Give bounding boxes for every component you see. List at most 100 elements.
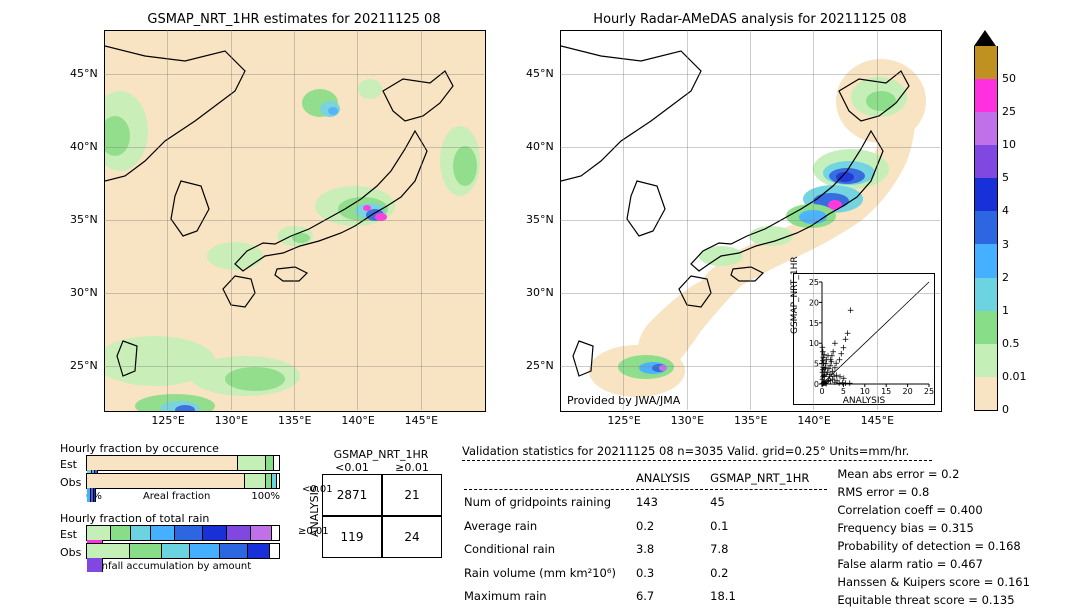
- right-map-title: Hourly Radar-AMeDAS analysis for 2021112…: [560, 12, 940, 27]
- right-map-panel: Hourly Radar-AMeDAS analysis for 2021112…: [560, 30, 942, 412]
- inset-ylabel: GSMAP_NRT_1HR: [790, 256, 800, 334]
- grid-h: [104, 366, 484, 367]
- colorbar-cell: [974, 178, 998, 211]
- grid-h: [560, 74, 940, 75]
- val-stat-line: False alarm ratio = 0.467: [837, 555, 1030, 573]
- fraction-total: Hourly fraction of total rain Est Obs Ra…: [60, 512, 280, 572]
- fraction-occurrence-title: Hourly fraction by occurence: [60, 442, 280, 455]
- colorbar-cell: [974, 278, 998, 311]
- val-cell: 6.7: [636, 585, 708, 607]
- grid-h: [104, 220, 484, 221]
- frac-occ-axis-2: 100%: [251, 491, 280, 502]
- xtick-label: 130°E: [215, 414, 248, 427]
- grid-h: [104, 74, 484, 75]
- ct-row-1: ≥0.01: [298, 526, 329, 537]
- colorbar-cell: [974, 344, 998, 377]
- validation-stats: Validation statistics for 20211125 08 n=…: [462, 444, 1062, 609]
- val-cell: 0.3: [636, 562, 708, 583]
- xtick-label: 130°E: [671, 414, 704, 427]
- fraction-total-title: Hourly fraction of total rain: [60, 512, 280, 525]
- ct-col-0: <0.01: [322, 461, 382, 474]
- fraction-total-bottom-label: Rainfall accumulation by amount: [86, 561, 280, 572]
- colorbar-tick-label: 5: [1002, 171, 1009, 184]
- colorbar-cell: [974, 377, 998, 411]
- val-stat-line: Equitable threat score = 0.135: [837, 591, 1030, 609]
- frac-occ-est-label: Est: [60, 458, 86, 471]
- xtick-label: 145°E: [405, 414, 438, 427]
- bar-segment: [87, 474, 245, 488]
- ytick-label: 30°N: [70, 286, 98, 299]
- colorbar-cell: [974, 244, 998, 277]
- bar-segment: [87, 526, 111, 540]
- colorbar-tick-label: 0.01: [1002, 370, 1027, 383]
- frac-occ-axis-1: Areal fraction: [143, 491, 210, 502]
- ct-11: 24: [382, 516, 442, 558]
- ytick-label: 35°N: [526, 213, 554, 226]
- svg-text:20: 20: [903, 387, 913, 396]
- bar-segment: [266, 474, 273, 488]
- val-cell: 45: [710, 492, 827, 513]
- xtick-label: 125°E: [151, 414, 184, 427]
- bar-segment: [151, 526, 175, 540]
- validation-header: Validation statistics for 20211125 08 n=…: [462, 444, 1062, 458]
- bar-segment: [87, 544, 130, 558]
- val-stat-line: Frequency bias = 0.315: [837, 519, 1030, 537]
- val-stat-line: Hanssen & Kuipers score = 0.161: [837, 573, 1030, 591]
- val-cell: 0.2: [636, 515, 708, 536]
- contingency-table: GSMAP_NRT_1HR ANALYSIS <0.01 ≥0.01 2871 …: [300, 448, 442, 558]
- val-cell: Average rain: [464, 515, 634, 536]
- bar-segment: [266, 456, 275, 470]
- bar-segment: [130, 544, 162, 558]
- bar-segment: [251, 526, 271, 540]
- xtick-label: 140°E: [341, 414, 374, 427]
- right-map-frame: Provided by JWA/JMA 00551010151520202525…: [560, 30, 942, 412]
- val-cell: Rain volume (mm km²10⁶): [464, 562, 634, 583]
- ytick-label: 45°N: [70, 67, 98, 80]
- colorbar-tick-label: 2: [1002, 271, 1009, 284]
- ytick-label: 35°N: [70, 213, 98, 226]
- grid-h: [560, 220, 940, 221]
- svg-text:+: +: [844, 329, 852, 339]
- grid-h: [560, 366, 940, 367]
- val-cell: 143: [636, 492, 708, 513]
- colorbar-tick-label: 25: [1002, 105, 1016, 118]
- ytick-label: 25°N: [70, 359, 98, 372]
- left-map-title: GSMAP_NRT_1HR estimates for 20211125 08: [104, 12, 484, 27]
- frac-occ-obs-label: Obs: [60, 476, 86, 489]
- svg-text:25: 25: [924, 387, 934, 396]
- ct-col-header: GSMAP_NRT_1HR: [322, 448, 440, 461]
- colorbar-cell: [974, 211, 998, 244]
- colorbar-cell: [974, 79, 998, 112]
- svg-text:15: 15: [881, 387, 891, 396]
- ct-00: 2871: [322, 474, 382, 516]
- frac-tot-obs-label: Obs: [60, 546, 86, 559]
- ytick-label: 25°N: [526, 359, 554, 372]
- bar-segment: [272, 474, 277, 488]
- xtick-label: 125°E: [607, 414, 640, 427]
- val-cell: 0.2: [710, 562, 827, 583]
- val-cell: 0.1: [710, 515, 827, 536]
- bar-segment: [87, 456, 238, 470]
- bar-segment: [203, 526, 227, 540]
- bar-segment: [131, 526, 151, 540]
- colorbar-tick-label: 4: [1002, 204, 1009, 217]
- ct-01: 21: [382, 474, 442, 516]
- xtick-label: 140°E: [797, 414, 830, 427]
- colorbar-extend-max-icon: [974, 30, 996, 46]
- val-cell: Maximum rain: [464, 585, 634, 607]
- left-map-svg: [105, 31, 485, 411]
- svg-text:+: +: [847, 306, 855, 316]
- val-cell: Conditional rain: [464, 539, 634, 560]
- bar-segment: [227, 526, 251, 540]
- xtick-label: 145°E: [861, 414, 894, 427]
- bar-segment: [220, 544, 248, 558]
- colorbar-tick-label: 0.5: [1002, 337, 1020, 350]
- val-cell: 18.1: [710, 585, 827, 607]
- svg-text:10: 10: [860, 387, 870, 396]
- val-stat-line: RMS error = 0.8: [837, 483, 1030, 501]
- bar-segment: [245, 474, 265, 488]
- colorbar-cell: [974, 112, 998, 145]
- bar-segment: [248, 544, 270, 558]
- validation-list: Mean abs error = 0.2RMS error = 0.8Corre…: [837, 465, 1030, 609]
- colorbar: 00.010.512345102550: [974, 30, 998, 411]
